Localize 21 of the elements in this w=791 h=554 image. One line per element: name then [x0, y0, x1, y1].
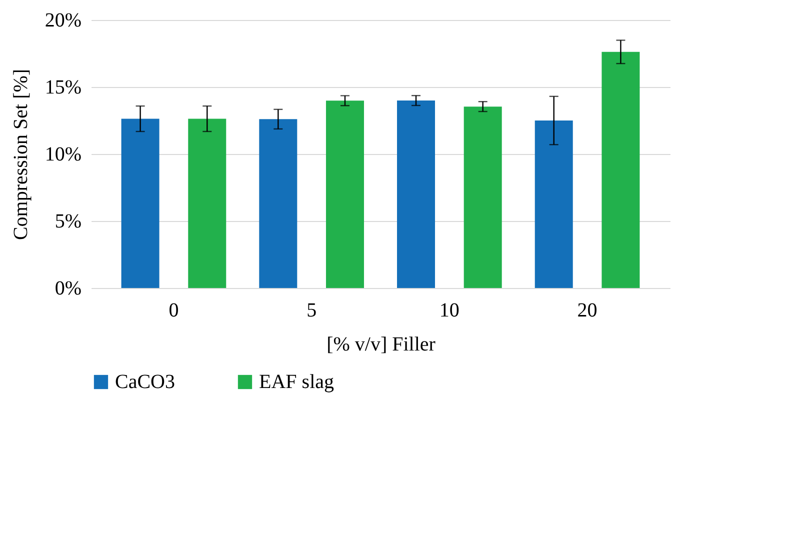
bar	[259, 119, 298, 288]
bar	[534, 120, 573, 288]
x-tick-label: 10	[439, 300, 460, 322]
bar	[326, 100, 364, 288]
bar	[464, 106, 502, 288]
y-tick-label: 0%	[54, 278, 82, 300]
x-tick-label: 20	[577, 300, 598, 322]
legend-label: CaCO3	[115, 371, 175, 393]
x-tick-label: 0	[168, 300, 179, 322]
bar	[397, 100, 436, 288]
x-axis-title: [% v/v] Filler	[326, 334, 436, 356]
y-tick-label: 5%	[54, 210, 82, 232]
y-axis-title: Compression Set [%]	[10, 68, 32, 240]
x-tick-label: 5	[306, 300, 317, 322]
bar	[121, 118, 160, 288]
legend-label: EAF slag	[259, 371, 334, 393]
y-tick-label: 15%	[44, 76, 82, 98]
bar	[188, 118, 226, 288]
y-tick-label: 20%	[44, 10, 82, 32]
y-tick-label: 10%	[44, 144, 82, 166]
bar	[602, 52, 640, 288]
